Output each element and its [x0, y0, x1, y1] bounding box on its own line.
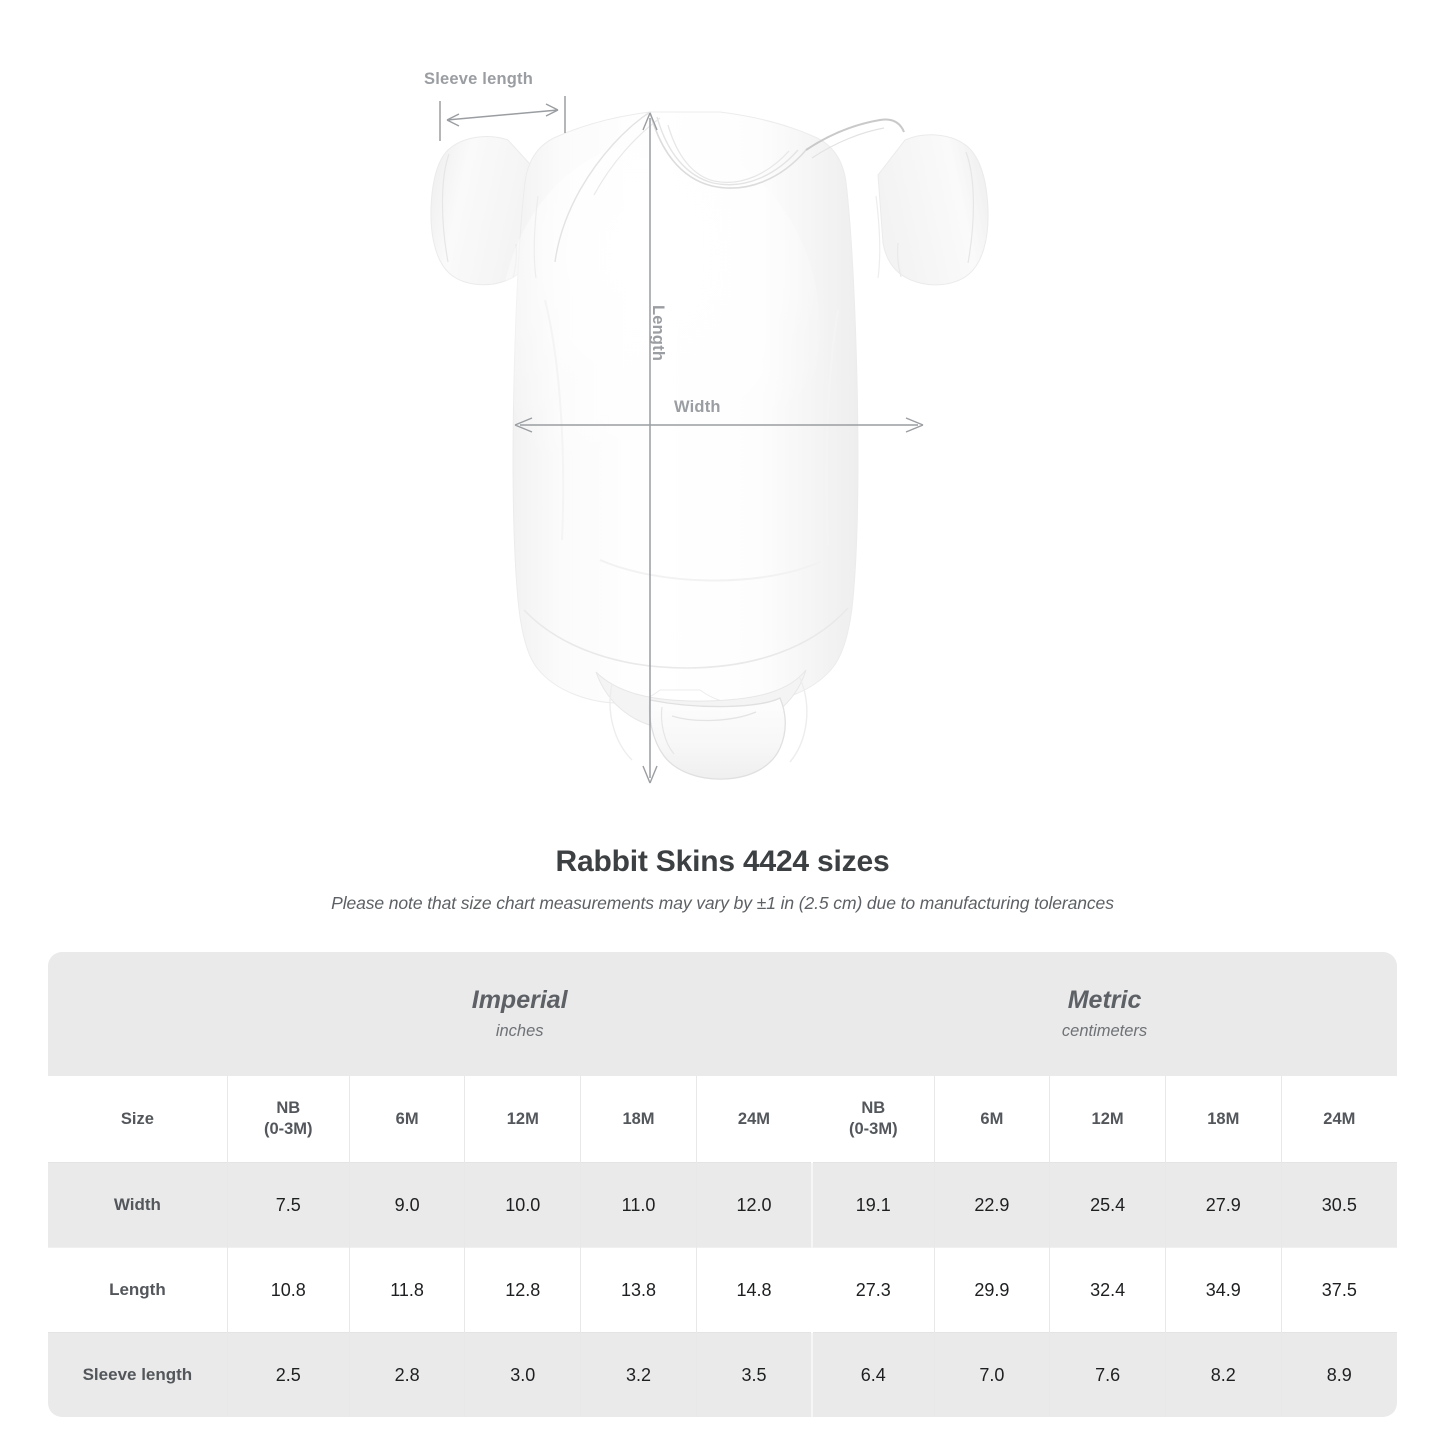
- cell-length-imperial-12m: 12.8: [464, 1247, 582, 1333]
- length-dimension-label: Length: [649, 305, 667, 362]
- cell-sleeve-metric-nb: 6.4: [812, 1332, 935, 1417]
- cell-width-metric-nb: 19.1: [812, 1162, 935, 1248]
- row-label-length: Length: [48, 1247, 228, 1333]
- cell-width-metric-6m: 22.9: [934, 1162, 1051, 1248]
- table-row: Sleeve length 2.5 2.8 3.0 3.2 3.5 6.4 7.…: [48, 1332, 1397, 1417]
- unit-group-imperial-name: Imperial: [471, 985, 568, 1014]
- unit-group-row: Imperial inches Metric centimeters: [48, 952, 1397, 1076]
- header-imperial-nb: NB (0-3M): [227, 1076, 350, 1163]
- header-imperial-6m: 6M: [349, 1076, 466, 1163]
- cell-width-imperial-6m: 9.0: [349, 1162, 466, 1248]
- cell-width-metric-18m: 27.9: [1165, 1162, 1282, 1248]
- unit-group-imperial-subtitle: inches: [495, 1022, 544, 1041]
- cell-sleeve-imperial-12m: 3.0: [464, 1332, 582, 1417]
- header-imperial-24m: 24M: [696, 1076, 814, 1163]
- cell-width-metric-24m: 30.5: [1281, 1162, 1397, 1248]
- column-header-row: Size NB (0-3M) 6M 12M 18M 24M NB (0-3M) 6M…: [48, 1076, 1397, 1163]
- cell-length-metric-18m: 34.9: [1165, 1247, 1282, 1333]
- cell-sleeve-imperial-18m: 3.2: [580, 1332, 697, 1417]
- header-metric-18m: 18M: [1165, 1076, 1282, 1163]
- cell-length-metric-24m: 37.5: [1281, 1247, 1397, 1333]
- cell-width-imperial-24m: 12.0: [696, 1162, 814, 1248]
- cell-width-imperial-18m: 11.0: [580, 1162, 697, 1248]
- row-label-sleeve-length: Sleeve length: [48, 1332, 228, 1417]
- table-row: Length 10.8 11.8 12.8 13.8 14.8 27.3 29.…: [48, 1247, 1397, 1333]
- cell-sleeve-metric-6m: 7.0: [934, 1332, 1051, 1417]
- sleeve-length-dimension-label: Sleeve length: [424, 70, 533, 88]
- cell-sleeve-imperial-24m: 3.5: [696, 1332, 814, 1417]
- cell-length-imperial-6m: 11.8: [349, 1247, 466, 1333]
- cell-width-imperial-nb: 7.5: [227, 1162, 350, 1248]
- cell-length-metric-6m: 29.9: [934, 1247, 1051, 1333]
- cell-length-imperial-24m: 14.8: [696, 1247, 814, 1333]
- cell-sleeve-imperial-6m: 2.8: [349, 1332, 466, 1417]
- row-label-width: Width: [48, 1162, 228, 1248]
- cell-sleeve-imperial-nb: 2.5: [227, 1332, 350, 1417]
- header-metric-nb: NB (0-3M): [812, 1076, 935, 1163]
- cell-width-imperial-12m: 10.0: [464, 1162, 582, 1248]
- unit-group-imperial: Imperial inches: [227, 952, 813, 1076]
- unit-group-metric: Metric centimeters: [812, 952, 1397, 1076]
- page-title: Rabbit Skins 4424 sizes: [555, 845, 890, 878]
- measurement-tolerance-note: Please note that size chart measurements…: [331, 893, 1114, 913]
- cell-width-metric-12m: 25.4: [1049, 1162, 1166, 1248]
- cell-length-imperial-18m: 13.8: [580, 1247, 697, 1333]
- header-metric-12m: 12M: [1049, 1076, 1166, 1163]
- unit-group-metric-subtitle: centimeters: [1061, 1022, 1148, 1041]
- cell-sleeve-metric-12m: 7.6: [1049, 1332, 1166, 1417]
- cell-sleeve-metric-18m: 8.2: [1165, 1332, 1282, 1417]
- header-metric-6m: 6M: [934, 1076, 1051, 1163]
- table-row: Width 7.5 9.0 10.0 11.0 12.0 19.1 22.9 2…: [48, 1162, 1397, 1248]
- title-block: Rabbit Skins 4424 sizes Please note that…: [0, 845, 1445, 914]
- garment-diagram: Sleeve length Width Length: [424, 70, 989, 784]
- header-size-corner: Size: [48, 1076, 228, 1163]
- unit-group-metric-name: Metric: [1067, 985, 1142, 1014]
- cell-length-metric-12m: 32.4: [1049, 1247, 1166, 1333]
- size-chart-table-container: Imperial inches Metric centimeters Size …: [48, 952, 1397, 1417]
- header-imperial-18m: 18M: [580, 1076, 697, 1163]
- size-chart-table: Imperial inches Metric centimeters Size …: [48, 952, 1397, 1417]
- header-metric-24m: 24M: [1281, 1076, 1397, 1163]
- cell-length-metric-nb: 27.3: [812, 1247, 935, 1333]
- cell-sleeve-metric-24m: 8.9: [1281, 1332, 1397, 1417]
- width-dimension-label: Width: [674, 398, 721, 416]
- unit-row-spacer: [48, 952, 228, 1076]
- bodysuit-illustration: [430, 96, 989, 784]
- cell-length-imperial-nb: 10.8: [227, 1247, 350, 1333]
- header-imperial-12m: 12M: [464, 1076, 582, 1163]
